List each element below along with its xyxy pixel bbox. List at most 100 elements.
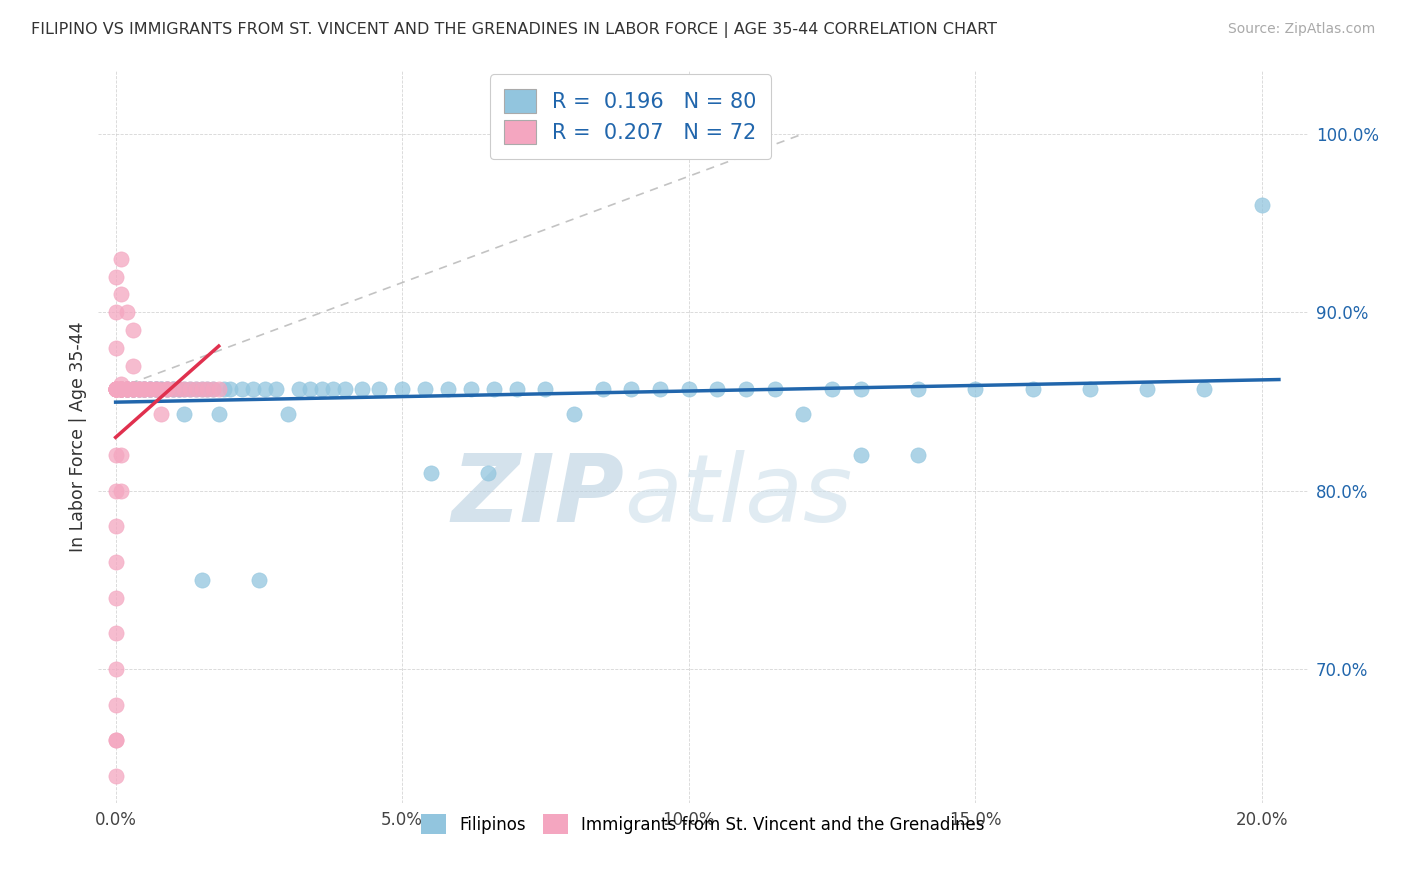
Point: [202, 382, 225, 396]
Point: [299, 382, 322, 396]
Point: [620, 382, 643, 396]
Point: [907, 382, 929, 396]
Point: [110, 252, 132, 266]
Point: [115, 305, 138, 319]
Point: [121, 382, 143, 396]
Point: [792, 407, 814, 421]
Point: [110, 483, 132, 498]
Point: [214, 382, 236, 396]
Point: [173, 407, 195, 421]
Point: [156, 382, 179, 396]
Point: [104, 662, 127, 676]
Point: [1250, 198, 1272, 212]
Point: [195, 382, 218, 396]
Point: [311, 382, 333, 396]
Point: [110, 382, 132, 396]
Point: [202, 382, 225, 396]
Point: [115, 382, 138, 396]
Point: [821, 382, 844, 396]
Point: [128, 382, 150, 396]
Point: [907, 448, 929, 462]
Point: [104, 769, 127, 783]
Point: [128, 382, 150, 396]
Point: [104, 382, 127, 396]
Point: [104, 382, 127, 396]
Point: [104, 382, 127, 396]
Point: [121, 323, 143, 337]
Point: [104, 519, 127, 533]
Point: [184, 382, 207, 396]
Point: [115, 382, 138, 396]
Point: [104, 483, 127, 498]
Point: [253, 382, 276, 396]
Point: [162, 382, 184, 396]
Point: [110, 382, 132, 396]
Point: [115, 382, 138, 396]
Point: [413, 382, 436, 396]
Point: [1078, 382, 1101, 396]
Point: [145, 382, 167, 396]
Point: [419, 466, 441, 480]
Point: [128, 382, 150, 396]
Point: [167, 382, 190, 396]
Text: ZIP: ZIP: [451, 450, 624, 541]
Point: [104, 382, 127, 396]
Point: [104, 305, 127, 319]
Point: [477, 466, 499, 480]
Point: [134, 382, 156, 396]
Point: [110, 382, 132, 396]
Point: [162, 382, 184, 396]
Point: [110, 448, 132, 462]
Point: [121, 382, 143, 396]
Point: [115, 382, 138, 396]
Point: [179, 382, 201, 396]
Point: [391, 382, 413, 396]
Point: [104, 382, 127, 396]
Point: [167, 382, 190, 396]
Text: atlas: atlas: [624, 450, 852, 541]
Point: [145, 382, 167, 396]
Point: [110, 376, 132, 391]
Point: [219, 382, 242, 396]
Point: [134, 382, 156, 396]
Point: [134, 382, 156, 396]
Point: [333, 382, 356, 396]
Point: [110, 287, 132, 301]
Point: [145, 382, 167, 396]
Legend: Filipinos, Immigrants from St. Vincent and the Grenadines: Filipinos, Immigrants from St. Vincent a…: [413, 806, 993, 842]
Point: [849, 382, 872, 396]
Point: [139, 382, 162, 396]
Point: [139, 382, 162, 396]
Point: [104, 382, 127, 396]
Point: [134, 382, 156, 396]
Point: [121, 382, 143, 396]
Point: [104, 269, 127, 284]
Point: [965, 382, 987, 396]
Point: [145, 382, 167, 396]
Point: [150, 382, 173, 396]
Point: [162, 382, 184, 396]
Point: [231, 382, 253, 396]
Point: [190, 382, 212, 396]
Point: [167, 382, 190, 396]
Point: [104, 382, 127, 396]
Point: [104, 626, 127, 640]
Point: [156, 382, 179, 396]
Point: [110, 382, 132, 396]
Point: [121, 382, 143, 396]
Point: [195, 382, 218, 396]
Point: [145, 382, 167, 396]
Point: [482, 382, 505, 396]
Y-axis label: In Labor Force | Age 35-44: In Labor Force | Age 35-44: [69, 322, 87, 552]
Point: [368, 382, 391, 396]
Point: [648, 382, 671, 396]
Point: [121, 382, 143, 396]
Point: [678, 382, 700, 396]
Point: [706, 382, 728, 396]
Point: [460, 382, 482, 396]
Point: [128, 382, 150, 396]
Point: [849, 448, 872, 462]
Point: [134, 382, 156, 396]
Point: [110, 382, 132, 396]
Point: [437, 382, 460, 396]
